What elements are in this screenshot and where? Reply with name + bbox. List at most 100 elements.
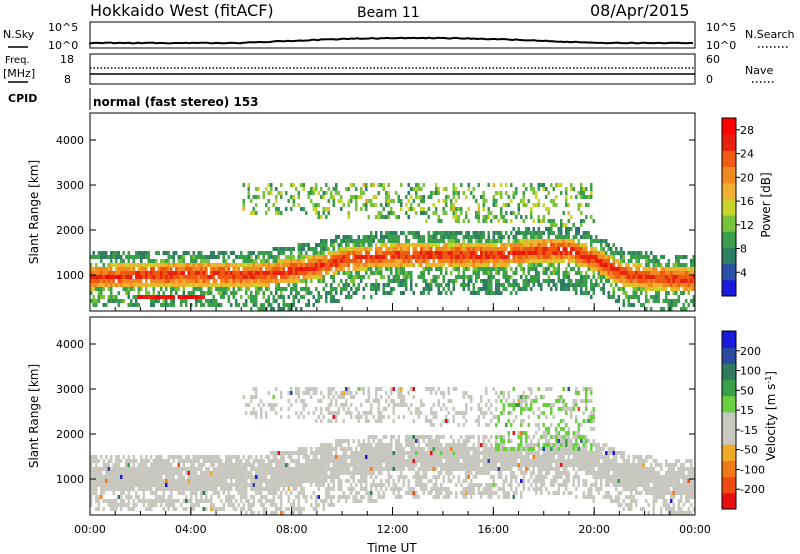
heatmap-cell: [682, 263, 685, 267]
heatmap-cell: [345, 455, 348, 459]
heatmap-cell: [417, 203, 420, 207]
heatmap-cell: [450, 235, 453, 239]
heatmap-cell: [652, 255, 655, 259]
heatmap-cell: [192, 467, 195, 471]
heatmap-cell: [127, 251, 130, 255]
heatmap-cell: [437, 231, 440, 235]
heatmap-cell: [170, 491, 173, 495]
heatmap-cell: [505, 287, 508, 291]
heatmap-cell: [365, 255, 368, 259]
heatmap-cell: [365, 259, 368, 263]
heatmap-cell: [95, 279, 98, 283]
heatmap-cell: [127, 491, 130, 495]
heatmap-cell: [182, 507, 185, 511]
heatmap-cell: [237, 287, 240, 291]
heatmap-cell: [527, 247, 530, 251]
heatmap-cell: [402, 279, 405, 283]
heatmap-cell: [415, 255, 418, 259]
heatmap-cell: [690, 287, 693, 291]
heatmap-cell: [237, 271, 240, 275]
heatmap-cell: [380, 203, 383, 207]
heatmap-cell: [437, 247, 440, 251]
heatmap-cell: [385, 203, 388, 207]
heatmap-cell: [252, 195, 255, 199]
heatmap-cell: [287, 407, 290, 411]
heatmap-cell: [430, 287, 433, 291]
heatmap-cell: [455, 207, 458, 211]
heatmap-cell: [577, 207, 580, 211]
heatmap-cell: [592, 259, 595, 263]
heatmap-cell: [450, 251, 453, 255]
heatmap-cell: [547, 263, 550, 267]
heatmap-cell: [415, 475, 418, 479]
heatmap-cell: [305, 451, 308, 455]
heatmap-cell: [385, 235, 388, 239]
heatmap-cell: [227, 283, 230, 287]
heatmap-cell: [245, 471, 248, 475]
heatmap-cell: [215, 467, 218, 471]
heatmap-cell: [110, 287, 113, 291]
heatmap-cell: [300, 307, 303, 311]
heatmap-cell: [367, 491, 370, 495]
heatmap-cell: [662, 275, 665, 279]
heatmap-cell: [380, 395, 383, 399]
heatmap-cell: [415, 411, 418, 415]
power-colorbar-label: Power [dB]: [759, 172, 773, 237]
heatmap-cell: [417, 259, 420, 263]
colorbar-tick-label: 24: [740, 148, 754, 161]
heatmap-cell: [345, 387, 348, 391]
heatmap-cell: [565, 187, 568, 191]
heatmap-cell: [347, 271, 350, 275]
heatmap-cell: [637, 295, 640, 299]
heatmap-cell: [372, 283, 375, 287]
heatmap-cell: [232, 495, 235, 499]
heatmap-cell: [335, 183, 338, 187]
freq-label-line1: Freq.: [5, 55, 30, 66]
heatmap-cell: [562, 271, 565, 275]
heatmap-cell: [90, 459, 93, 463]
heatmap-cell: [215, 475, 218, 479]
heatmap-cell: [532, 203, 535, 207]
heatmap-cell: [647, 287, 650, 291]
heatmap-cell: [512, 251, 515, 255]
heatmap-cell: [607, 267, 610, 271]
heatmap-cell: [205, 279, 208, 283]
heatmap-cell: [117, 487, 120, 491]
heatmap-cell: [270, 463, 273, 467]
heatmap-cell: [255, 279, 258, 283]
heatmap-cell: [267, 199, 270, 203]
heatmap-cell: [672, 267, 675, 271]
heatmap-cell: [247, 295, 250, 299]
heatmap-cell: [575, 255, 578, 259]
heatmap-cell: [137, 291, 140, 295]
heatmap-cell: [665, 299, 668, 303]
heatmap-cell: [520, 239, 523, 243]
heatmap-cell: [647, 271, 650, 275]
heatmap-cell: [220, 291, 223, 295]
heatmap-cell: [252, 503, 255, 507]
heatmap-cell: [407, 259, 410, 263]
heatmap-cell: [365, 475, 368, 479]
heatmap-cell: [247, 459, 250, 463]
heatmap-cell: [150, 283, 153, 287]
heatmap-cell: [627, 267, 630, 271]
heatmap-cell: [142, 467, 145, 471]
heatmap-cell: [430, 255, 433, 259]
heatmap-cell: [377, 451, 380, 455]
heatmap-cell: [462, 267, 465, 271]
heatmap-cell: [90, 275, 93, 279]
heatmap-cell: [370, 199, 373, 203]
heatmap-cell: [405, 463, 408, 467]
heatmap-cell: [340, 255, 343, 259]
heatmap-cell: [522, 243, 525, 247]
heatmap-cell: [382, 259, 385, 263]
heatmap-cell: [602, 239, 605, 243]
heatmap-cell: [422, 235, 425, 239]
heatmap-cell: [550, 263, 553, 267]
heatmap-cell: [402, 463, 405, 467]
heatmap-cell: [415, 183, 418, 187]
heatmap-cell: [162, 467, 165, 471]
heatmap-cell: [105, 283, 108, 287]
heatmap-cell: [400, 231, 403, 235]
heatmap-cell: [617, 287, 620, 291]
